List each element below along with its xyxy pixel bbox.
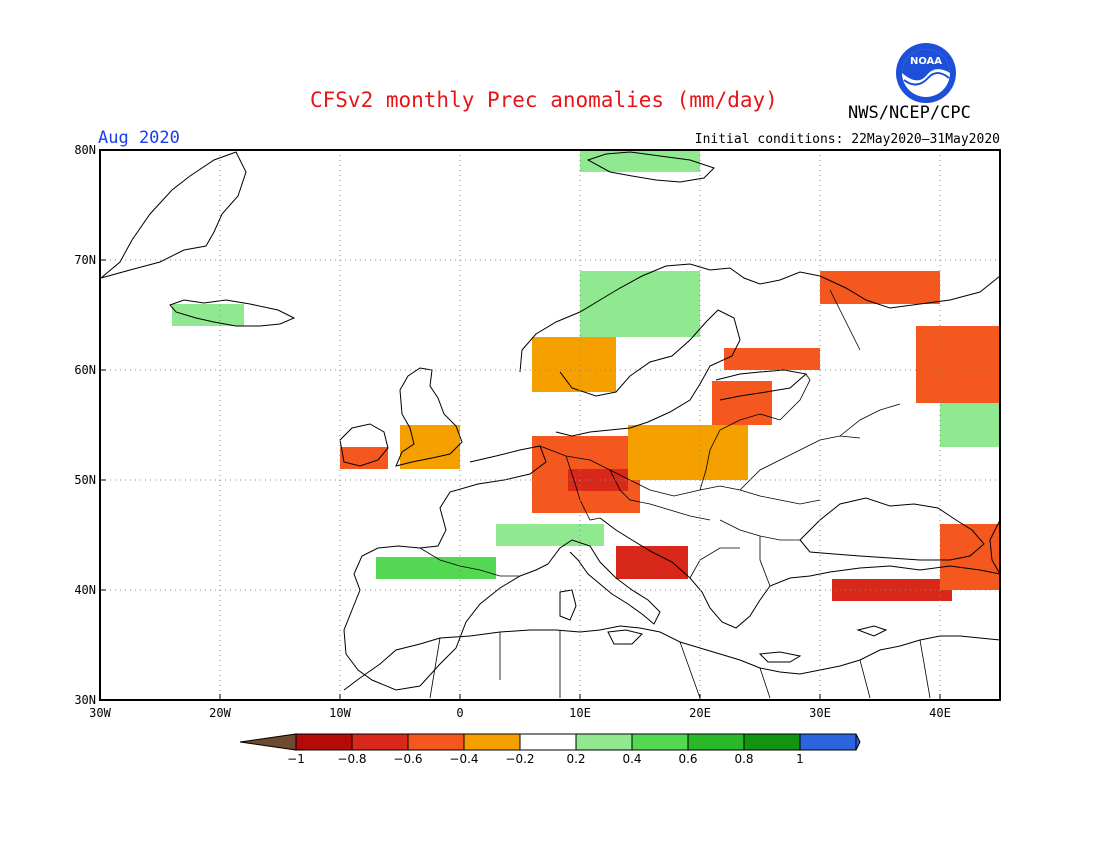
anomaly-region-5 xyxy=(820,271,940,304)
coast-svalbard xyxy=(586,151,715,183)
anomaly-region-8 xyxy=(940,524,1000,590)
anomaly-region-9 xyxy=(616,546,688,579)
anomaly-region-3 xyxy=(712,381,772,425)
initial-conditions: Initial conditions: 22May2020–31May2020 xyxy=(694,132,1000,147)
coast-scandinavia xyxy=(519,263,1001,373)
anomaly-region-1 xyxy=(568,469,628,491)
colorbar-label: 0.8 xyxy=(734,752,753,766)
anomaly-region-4 xyxy=(724,348,820,370)
colorbar-label: −0.4 xyxy=(449,752,478,766)
anomaly-region-11 xyxy=(340,447,388,469)
noaa-logo-text: NOAA xyxy=(910,56,942,67)
lon-tick-label: 20E xyxy=(689,706,711,720)
coast-baltic xyxy=(555,309,741,437)
coast-sicily xyxy=(607,629,643,645)
colorbar-box xyxy=(743,733,801,751)
lon-tick-label: 20W xyxy=(209,706,231,720)
coast-adriatic xyxy=(599,517,1001,629)
lon-tick-label: 40E xyxy=(929,706,951,720)
lon-tick-label: 30W xyxy=(89,706,111,720)
colorbar-label: 1 xyxy=(796,752,804,766)
chart-title: CFSv2 monthly Prec anomalies (mm/day) xyxy=(310,88,778,112)
anomaly-region-2 xyxy=(628,425,748,480)
forecast-month: Aug 2020 xyxy=(98,128,180,148)
anomaly-region-6 xyxy=(916,326,1000,403)
anomaly-region-13 xyxy=(376,557,496,579)
map-frame xyxy=(99,149,1001,701)
colorbar-label: −0.6 xyxy=(393,752,422,766)
anomaly-region-16 xyxy=(580,150,700,172)
lon-tick-label: 0 xyxy=(456,706,463,720)
colorbar-box xyxy=(463,733,521,751)
colorbar-box xyxy=(295,733,353,751)
lon-tick-label: 10E xyxy=(569,706,591,720)
coastlines xyxy=(100,151,1001,699)
lat-tick-label: 40N xyxy=(74,583,96,597)
colorbar-label: 0.6 xyxy=(678,752,697,766)
coast-north-africa xyxy=(343,625,1001,691)
coast-sardinia xyxy=(559,589,577,621)
coast-cyprus xyxy=(856,625,888,637)
lat-tick-label: 70N xyxy=(74,253,96,267)
anomaly-region-18 xyxy=(940,403,1000,447)
colorbar-label: −0.2 xyxy=(505,752,534,766)
colorbar-box xyxy=(631,733,689,751)
colorbar-box xyxy=(575,733,633,751)
coast-greenland xyxy=(100,151,247,279)
axis-ticks: 30W 20W 10W 0 10E 20E 30E 40E 30N 40N 50N 60N 70N 80N xyxy=(74,143,951,720)
colorbar-box xyxy=(687,733,745,751)
coast-caspian xyxy=(989,519,1001,575)
coast-italy xyxy=(547,539,661,625)
agency-label: NWS/NCEP/CPC xyxy=(848,103,971,123)
anomaly-region-10 xyxy=(532,337,616,392)
coast-black-sea xyxy=(799,497,985,561)
colorbar-label: 0.2 xyxy=(566,752,585,766)
coast-ireland xyxy=(339,423,389,467)
colorbar-label: 0.4 xyxy=(622,752,641,766)
anomaly-region-17 xyxy=(172,304,244,326)
lon-tick-label: 30E xyxy=(809,706,831,720)
colorbar-high-arrow xyxy=(855,733,861,751)
colorbar-label: −1 xyxy=(287,752,305,766)
anomaly-region-14 xyxy=(496,524,604,546)
colorbar: −1 −0.8 −0.6 −0.4 −0.2 0.2 0.4 0.6 0.8 1 xyxy=(239,733,861,766)
coast-crete xyxy=(758,651,802,663)
country-borders xyxy=(419,289,931,699)
lat-lon-grid xyxy=(100,150,1000,700)
anomaly-region-7 xyxy=(832,579,952,601)
colorbar-box xyxy=(407,733,465,751)
colorbar-low-arrow xyxy=(239,733,297,751)
colorbar-box xyxy=(519,733,577,751)
coast-iceland xyxy=(169,299,296,327)
colorbar-box xyxy=(351,733,409,751)
colorbar-box xyxy=(799,733,857,751)
lat-tick-label: 80N xyxy=(74,143,96,157)
anomaly-cells xyxy=(172,150,1000,601)
anomaly-region-15 xyxy=(580,271,700,337)
lat-tick-label: 50N xyxy=(74,473,96,487)
lon-tick-label: 10W xyxy=(329,706,351,720)
lat-tick-label: 60N xyxy=(74,363,96,377)
noaa-logo: NOAA xyxy=(896,43,956,103)
lat-tick-label: 30N xyxy=(74,693,96,707)
colorbar-label: −0.8 xyxy=(337,752,366,766)
coast-france-iberia xyxy=(343,445,549,691)
